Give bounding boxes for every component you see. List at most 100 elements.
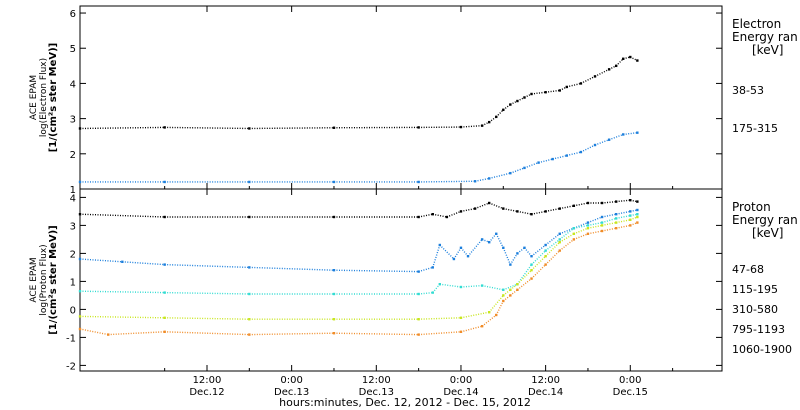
y-axis-label: [1/(cm²s ster MeV)] [48,225,59,334]
series-trace [516,269,533,285]
series-trace [333,269,419,273]
series-trace [545,89,560,93]
y-tick-label: 2 [70,150,76,161]
legend-entry: 310-580 [732,303,778,316]
y-tick-label: 2 [70,249,76,260]
series-trace [623,131,638,136]
data-point [417,215,420,219]
series-trace [502,289,511,296]
series-trace [79,213,165,218]
series-115-195 [78,208,639,273]
legend-title: Electron [732,17,781,31]
series-trace [418,180,476,183]
series-trace [432,244,441,268]
y-tick-label: 1 [70,277,76,288]
legend-title: [keV] [752,226,783,240]
series-trace [516,278,532,291]
series-trace [418,213,433,218]
series-trace [524,161,539,169]
y-axis-label: log(Electron Flux) [39,58,49,137]
x-tick-label-time: 0:00 [619,375,641,386]
series-795-1193 [78,215,639,321]
y-axis-label: [1/(cm²s ster MeV)] [48,43,59,152]
series-trace [545,238,561,252]
x-tick-label-date: Dec.13 [274,387,309,398]
series-trace [580,144,596,153]
series-trace [566,82,582,88]
series-trace [587,216,603,224]
legend-entry: 115-195 [732,283,778,296]
series-trace [481,314,497,327]
series-trace [545,207,560,213]
data-point [417,126,420,129]
series-trace [495,233,504,249]
series-trace [559,238,575,252]
series-trace [587,224,603,229]
x-tick-label-time: 0:00 [450,375,472,386]
series-trace [517,210,532,215]
data-point [636,59,639,62]
series-trace [531,91,546,95]
y-tick-label: 4 [70,79,76,90]
series-trace [79,315,165,319]
series-trace [523,247,533,257]
series-trace [616,224,631,229]
data-point [622,57,625,60]
series-trace [616,219,631,224]
plot-frame [79,188,723,372]
series-trace [630,199,638,203]
data-point [163,180,166,184]
series-trace [573,224,589,229]
series-trace [481,284,504,291]
data-point [636,221,639,224]
series-trace [249,127,334,130]
y-tick-label: 5 [70,44,76,55]
series-trace [474,177,490,182]
series-trace [573,221,589,229]
series-trace [502,294,511,302]
series-trace [516,264,533,285]
data-point [417,333,420,336]
series-trace [538,158,553,164]
series-trace [509,253,518,265]
data-point [480,284,484,287]
data-point [544,91,547,94]
series-trace [608,133,624,141]
series-trace [79,126,165,130]
series-trace [594,68,610,78]
series-trace [531,244,547,257]
series-trace [474,202,490,210]
data-point [480,325,484,328]
series-trace [249,332,334,336]
data-point [480,238,484,241]
series-trace [495,300,504,316]
series-trace [630,209,638,213]
series-trace [122,261,165,266]
series-trace [488,202,504,210]
series-trace [552,154,567,160]
x-tick-label-time: 12:00 [362,375,391,386]
series-trace [531,264,547,280]
series-trace [333,332,419,336]
data-point [502,294,505,297]
data-point [636,131,639,134]
y-axis-label: ACE EPAM [29,75,39,120]
y-tick-label: -1 [66,333,76,344]
data-point [431,266,434,269]
series-trace [249,266,335,271]
x-tick-label-time: 0:00 [280,375,302,386]
series-trace [615,58,624,67]
series-trace [418,317,461,320]
data-point [163,215,166,219]
x-tick-label-date: Dec.14 [528,387,563,398]
series-trace [545,241,561,257]
series-trace [460,247,469,257]
series-trace [108,331,165,336]
series-trace [601,217,617,224]
series-trace [164,126,250,130]
series-trace [164,291,250,295]
series-trace [439,244,455,260]
series-trace [587,230,603,235]
series-trace [460,124,483,128]
